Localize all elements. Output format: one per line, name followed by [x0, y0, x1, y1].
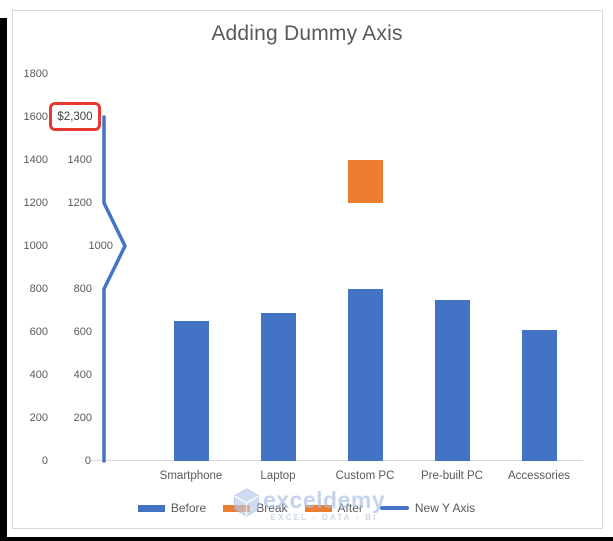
break-block[interactable]	[347, 160, 383, 203]
legend-item-before[interactable]: Before	[137, 501, 207, 515]
highlight-value-box: $2,300	[49, 102, 101, 131]
dummy-axis-label: 1000	[71, 239, 113, 253]
category-label: Laptop	[260, 470, 296, 482]
background-edge-left	[0, 18, 7, 541]
legend-swatch	[223, 504, 251, 512]
legend-swatch	[304, 504, 332, 512]
y-axis-tick: 1600	[23, 111, 48, 123]
y-axis-tick: 1200	[23, 197, 48, 209]
y-axis-tick: 0	[41, 455, 48, 467]
bar-smartphone[interactable]	[173, 321, 209, 461]
chart-legend[interactable]: Before Break After New Y Axis	[0, 498, 613, 518]
x-axis-line	[58, 460, 583, 461]
y-axis-tick: 1400	[23, 154, 48, 166]
legend-item-new-y-axis[interactable]: New Y Axis	[379, 501, 476, 515]
legend-label: Before	[170, 501, 207, 515]
dummy-axis-label: 400	[50, 368, 92, 382]
background-edge-bottom	[0, 537, 613, 541]
category-label: Accessories	[508, 470, 570, 482]
legend-label: New Y Axis	[414, 501, 476, 515]
category-label: Custom PC	[335, 470, 395, 482]
chart-area[interactable]	[12, 10, 603, 529]
y-axis-tick: 600	[29, 326, 48, 338]
dummy-axis-label: 200	[50, 411, 92, 425]
category-label: Smartphone	[159, 470, 223, 482]
legend-swatch	[379, 506, 409, 510]
y-axis-tick: 200	[29, 412, 48, 424]
chart-title[interactable]: Adding Dummy Axis	[211, 22, 403, 45]
dummy-axis-label: 800	[50, 282, 92, 296]
legend-label: Break	[256, 501, 288, 515]
dummy-axis-label: 1400	[50, 153, 92, 167]
y-axis-tick: 1800	[23, 68, 48, 80]
y-axis-tick: 400	[29, 369, 48, 381]
bar-accessories[interactable]	[521, 329, 557, 461]
highlight-value-label: $2,300	[57, 110, 93, 123]
dummy-axis-label: 1200	[50, 196, 92, 210]
legend-item-after[interactable]: After	[304, 501, 363, 515]
category-label: Pre-built PC	[421, 470, 483, 482]
y-axis-tick: 800	[29, 283, 48, 295]
bar-laptop[interactable]	[260, 312, 296, 461]
y-axis-tick: 1000	[23, 240, 48, 252]
legend-swatch	[137, 504, 165, 512]
legend-item-break[interactable]: Break	[223, 501, 288, 515]
legend-label: After	[337, 501, 363, 515]
bar-custom-pc[interactable]	[347, 289, 383, 461]
dummy-axis-label: 0	[49, 454, 91, 468]
dummy-axis-label: 600	[50, 325, 92, 339]
bar-pre-built-pc[interactable]	[434, 299, 470, 461]
